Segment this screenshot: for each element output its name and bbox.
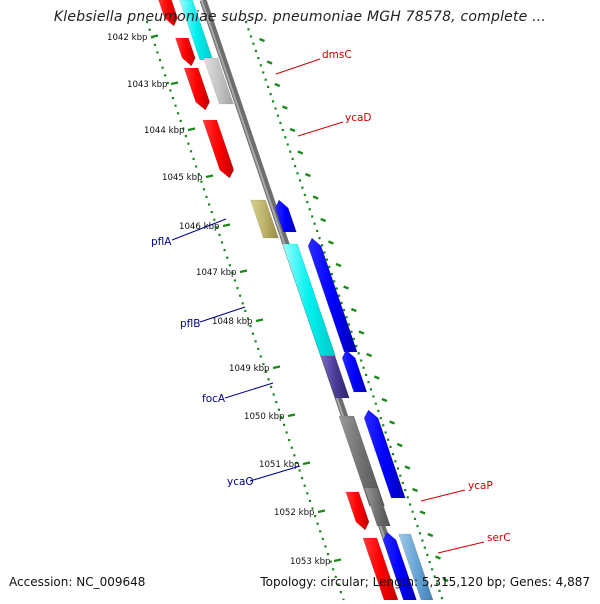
- gene-feature[interactable]: [203, 57, 234, 105]
- gene-feature[interactable]: [274, 199, 297, 233]
- gene-feature[interactable]: [338, 415, 385, 507]
- ruler-outer-ticks: [259, 37, 457, 604]
- ruler-tick-label: 1052 kbp: [274, 508, 315, 518]
- gene-feature[interactable]: [158, 0, 178, 27]
- ruler-tick-label: 1049 kbp: [229, 364, 270, 374]
- ruler-tick-label: 1048 kbp: [212, 317, 253, 327]
- gene-labels: dmsC ycaD pflA pflB focA ycaO ycaP serC: [151, 49, 511, 554]
- gene-feature[interactable]: [345, 491, 370, 531]
- gene-feature[interactable]: [183, 67, 211, 111]
- gene-feature[interactable]: [363, 487, 391, 527]
- gene-features: [158, 0, 434, 601]
- gene-feature[interactable]: [363, 409, 406, 499]
- gene-label-pflB[interactable]: pflB: [180, 318, 200, 330]
- gene-feature[interactable]: [202, 119, 235, 179]
- ruler-tick-label: 1047 kbp: [196, 268, 237, 278]
- map-title: Klebsiella pneumoniae subsp. pneumoniae …: [53, 9, 547, 25]
- ruler-tick-label: 1043 kbp: [127, 80, 168, 90]
- gene-label-pflA[interactable]: pflA: [151, 236, 172, 248]
- genome-summary: Topology: circular; Length: 5,315,120 bp…: [260, 575, 590, 589]
- ruler-tick-label: 1050 kbp: [244, 412, 285, 422]
- ruler-track: [146, 21, 443, 601]
- gene-label-serC[interactable]: serC: [487, 532, 511, 544]
- ruler-tick-label: 1045 kbp: [162, 173, 203, 183]
- gene-label-dmsC[interactable]: dmsC: [322, 49, 352, 61]
- ruler-tick-label: 1046 kbp: [179, 222, 220, 232]
- gene-feature[interactable]: [250, 199, 279, 239]
- ruler-tick-label: 1044 kbp: [144, 126, 185, 136]
- ruler-tick-label: 1051 kbp: [259, 460, 300, 470]
- gene-label-ycaP[interactable]: ycaP: [468, 480, 493, 492]
- gene-label-ycaD[interactable]: ycaD: [345, 112, 372, 124]
- gene-feature[interactable]: [174, 37, 196, 67]
- ruler-tick-labels: 1042 kbp 1043 kbp 1044 kbp 1045 kbp 1046 kbp…: [107, 33, 342, 567]
- gene-feature[interactable]: [282, 243, 336, 357]
- gene-label-focA[interactable]: focA: [202, 393, 226, 405]
- gene-feature[interactable]: [320, 355, 350, 399]
- gene-feature[interactable]: [341, 349, 368, 393]
- ruler-tick-label: 1053 kbp: [290, 557, 331, 567]
- gene-label-ycaO[interactable]: ycaO: [227, 476, 254, 488]
- ruler-tick-label: 1042 kbp: [107, 33, 148, 43]
- accession-label: Accession: NC_009648: [9, 575, 146, 589]
- gene-feature[interactable]: [307, 237, 358, 353]
